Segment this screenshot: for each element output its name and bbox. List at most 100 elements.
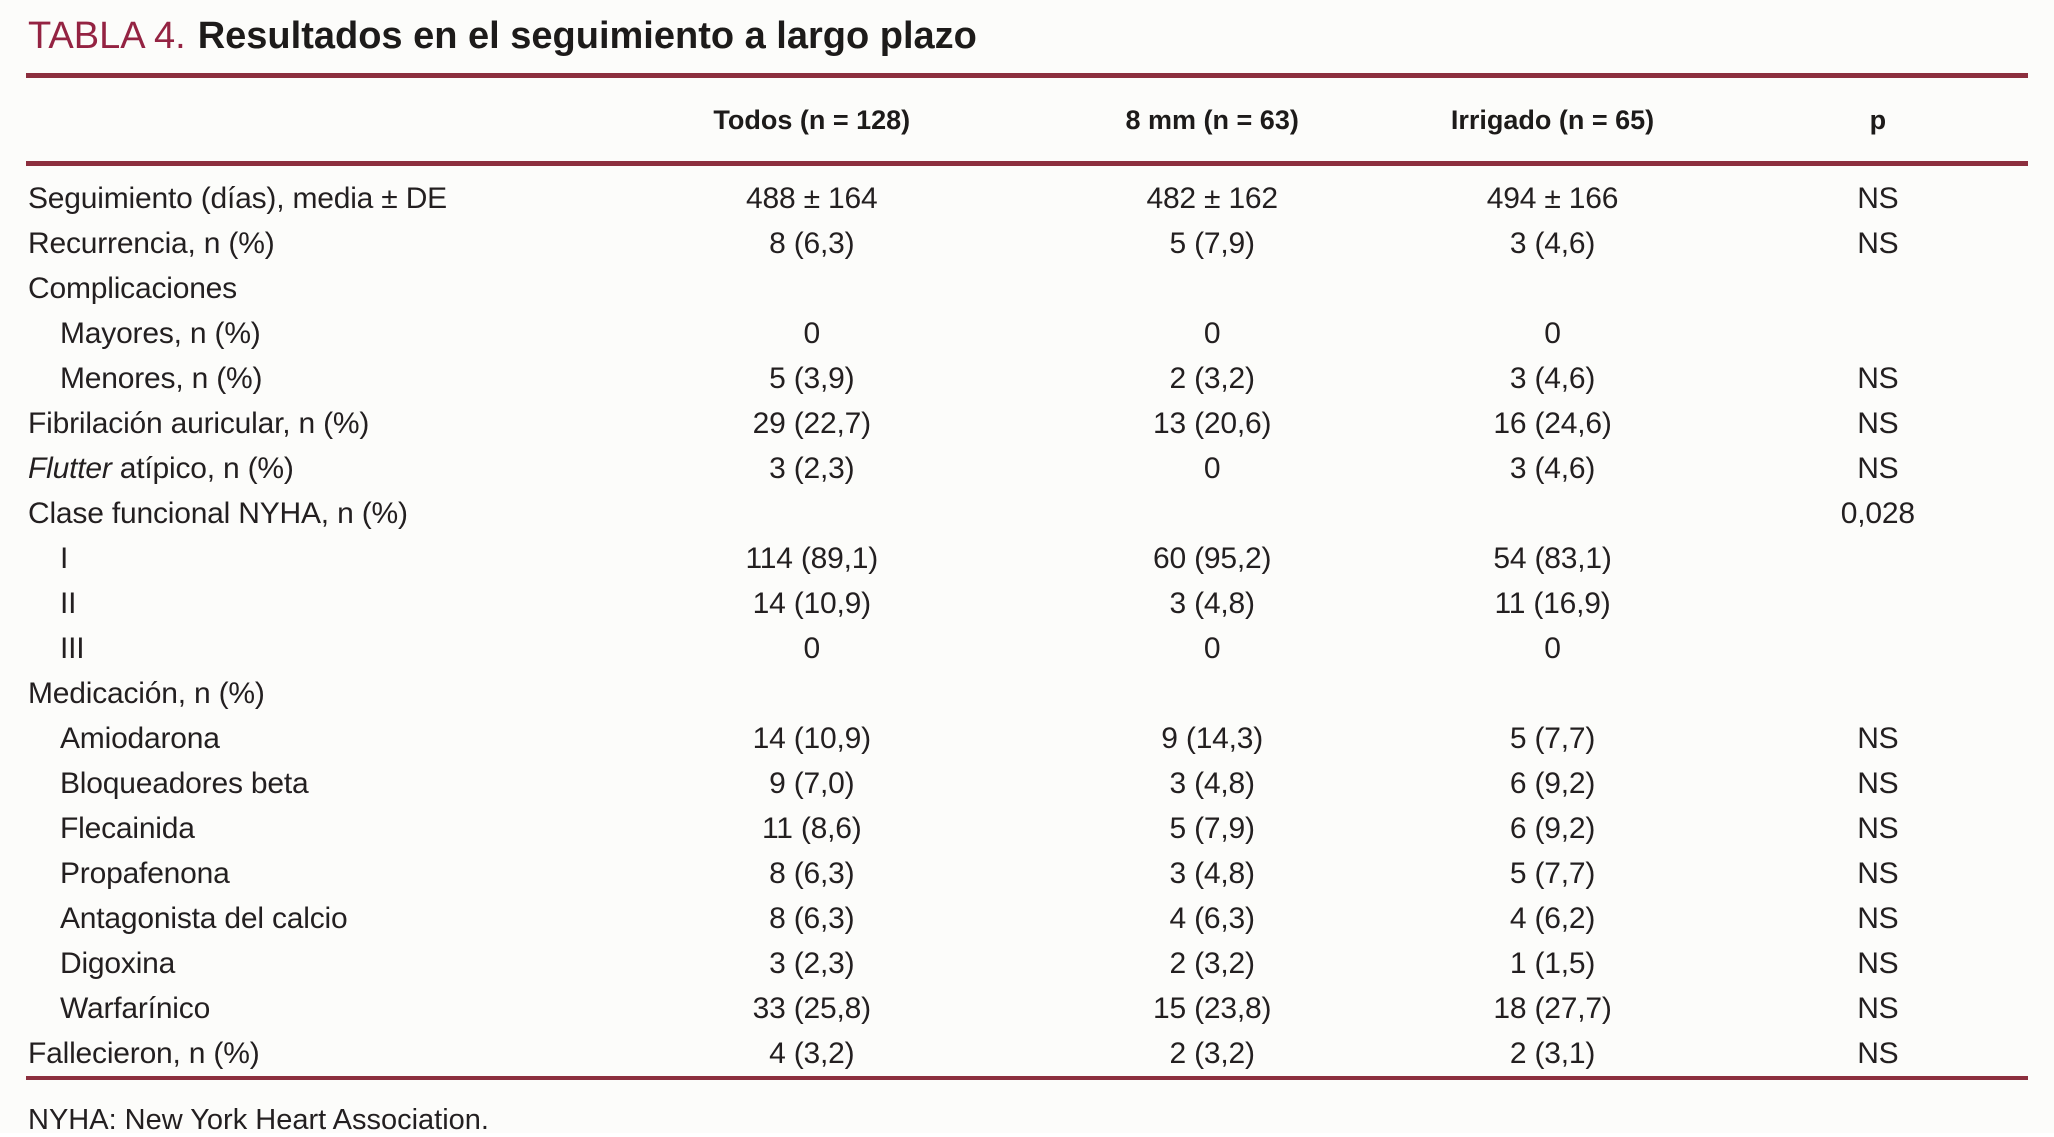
cell-value [1377,266,1727,311]
row-label-italic-word: Flutter [28,452,112,485]
row-label: II [60,587,77,620]
row-label: Seguimiento (días), media ± DE [28,182,447,215]
cell-value: 6 (9,2) [1509,767,1596,800]
table-row: Bloqueadores beta 9 (7,0) 3 (4,8) 6 (9,2) NS [26,761,2028,806]
cell-value: 3 (4,8) [1169,857,1256,890]
table-row: Menores, n (%) 5 (3,9) 2 (3,2) 3 (4,6) NS [26,356,2028,401]
cell-value: 0 [803,632,821,665]
row-label: Flutter atípico, n (%) [28,452,294,485]
column-header: Irrigado (n = 65) [1377,78,1728,166]
cell-value: 9 (14,3) [1161,722,1264,755]
column-header: p [1727,78,2028,166]
table-row: Medicación, n (%) [26,671,2028,716]
cell-value: 3 (4,8) [1169,767,1256,800]
row-label: Propafenona [60,857,230,890]
cell-value: NS [1857,452,1899,485]
row-label: Medicación, n (%) [28,677,265,710]
cell-value: 3 (4,6) [1509,227,1596,260]
table-row: Recurrencia, n (%) 8 (6,3) 5 (7,9) 3 (4,6) N… [26,221,2028,266]
column-header: 8 mm (n = 63) [1047,78,1378,166]
cell-value: 3 (2,3) [769,947,855,980]
cell-value: 33 (25,8) [752,992,871,1025]
divider-top-rule [26,73,2028,78]
table-row: Warfarínico 33 (25,8) 15 (23,8) 18 (27,7) NS [26,986,2028,1031]
table-body: Seguimiento (días), media ± DE 488 ± 164 4… [26,164,2028,1077]
cell-value: NS [1857,407,1899,440]
cell-value: 60 (95,2) [1153,542,1272,575]
cell-value: 13 (20,6) [1153,407,1272,440]
cell-value: 54 (83,1) [1493,542,1612,575]
cell-value [1377,671,1727,716]
cell-value: 2 (3,2) [1169,362,1256,395]
results-table: Todos (n = 128) 8 mm (n = 63) Irrigado (n … [26,78,2028,1076]
table-row: Fibrilación auricular, n (%) 29 (22,7) 13 … [26,401,2028,446]
cell-value: 0 [1544,317,1561,350]
row-label: Antagonista del calcio [60,902,348,935]
cell-value: 16 (24,6) [1493,407,1612,440]
table-header: Todos (n = 128) 8 mm (n = 63) Irrigado (n … [26,78,2028,166]
table-row: Mayores, n (%) 0 0 0 [26,311,2028,356]
table-number-label: TABLA 4. [28,15,186,57]
table-header-row: Todos (n = 128) 8 mm (n = 63) Irrigado (n … [26,78,2028,166]
cell-value [1377,491,1727,536]
cell-value: NS [1857,947,1899,980]
cell-value: 2 (3,1) [1509,1037,1596,1070]
table-row: Amiodarona 14 (10,9) 9 (14,3) 5 (7,7) NS [26,716,2028,761]
row-label-column-header [26,78,577,166]
cell-value [577,671,1047,716]
cell-value: NS [1857,1037,1899,1070]
cell-value: NS [1857,182,1899,215]
cell-value: 0 [803,317,821,350]
cell-value: 18 (27,7) [1493,992,1612,1025]
table-footnote: NYHA: New York Heart Association. [28,1104,489,1136]
cell-value: 11 (8,6) [762,812,862,845]
cell-value: NS [1857,812,1899,845]
cell-value: NS [1857,722,1899,755]
cell-value: 4 (6,3) [1169,902,1256,935]
table-row: II 14 (10,9) 3 (4,8) 11 (16,9) [26,581,2028,626]
cell-value: 4 (3,2) [769,1037,855,1070]
cell-value: 6 (9,2) [1509,812,1596,845]
cell-value: 3 (4,6) [1509,452,1596,485]
cell-value: 15 (23,8) [1153,992,1272,1025]
column-header: Todos (n = 128) [576,78,1048,166]
cell-value [1047,266,1377,311]
cell-value: 2 (3,2) [1169,947,1256,980]
cell-value: 114 (89,1) [745,542,879,575]
cell-value: 488 ± 164 [746,182,878,215]
cell-value [1728,626,2028,671]
cell-value: 9 (7,0) [769,767,855,800]
cell-value: 0 [1203,452,1221,485]
table-row: Clase funcional NYHA, n (%) 0,028 [26,491,2028,536]
cell-value: 3 (4,6) [1509,362,1596,395]
row-label: Recurrencia, n (%) [28,227,275,260]
cell-value [1728,536,2028,581]
cell-value: 14 (10,9) [752,722,871,755]
cell-value: 5 (7,7) [1509,857,1596,890]
cell-value: 3 (4,8) [1169,587,1256,620]
table-row: Digoxina 3 (2,3) 2 (3,2) 1 (1,5) NS [26,941,2028,986]
table-row: III 0 0 0 [26,626,2028,671]
cell-value: 3 (2,3) [769,452,855,485]
cell-value: NS [1857,992,1899,1025]
table-caption: Resultados en el seguimiento a largo pla… [197,15,977,57]
cell-value: NS [1857,857,1899,890]
cell-value: 0 [1203,632,1221,665]
cell-value: 8 (6,3) [769,902,855,935]
cell-value: NS [1857,362,1899,395]
cell-value [577,266,1047,311]
cell-value: 29 (22,7) [752,407,871,440]
row-label: Amiodarona [60,722,220,755]
table-row: Propafenona 8 (6,3) 3 (4,8) 5 (7,7) NS [26,851,2028,896]
row-label: Bloqueadores beta [60,767,309,800]
cell-value: 0,028 [1840,497,1915,530]
table-row: Antagonista del calcio 8 (6,3) 4 (6,3) 4 (6… [26,896,2028,941]
row-label: Complicaciones [28,272,237,305]
table-row: Complicaciones [26,266,2028,311]
row-label: Fallecieron, n (%) [28,1037,260,1070]
row-label: Menores, n (%) [60,362,263,395]
cell-value [577,491,1047,536]
cell-value: 5 (7,9) [1169,227,1256,260]
cell-value: 0 [1544,632,1561,665]
row-label: Clase funcional NYHA, n (%) [28,497,408,530]
